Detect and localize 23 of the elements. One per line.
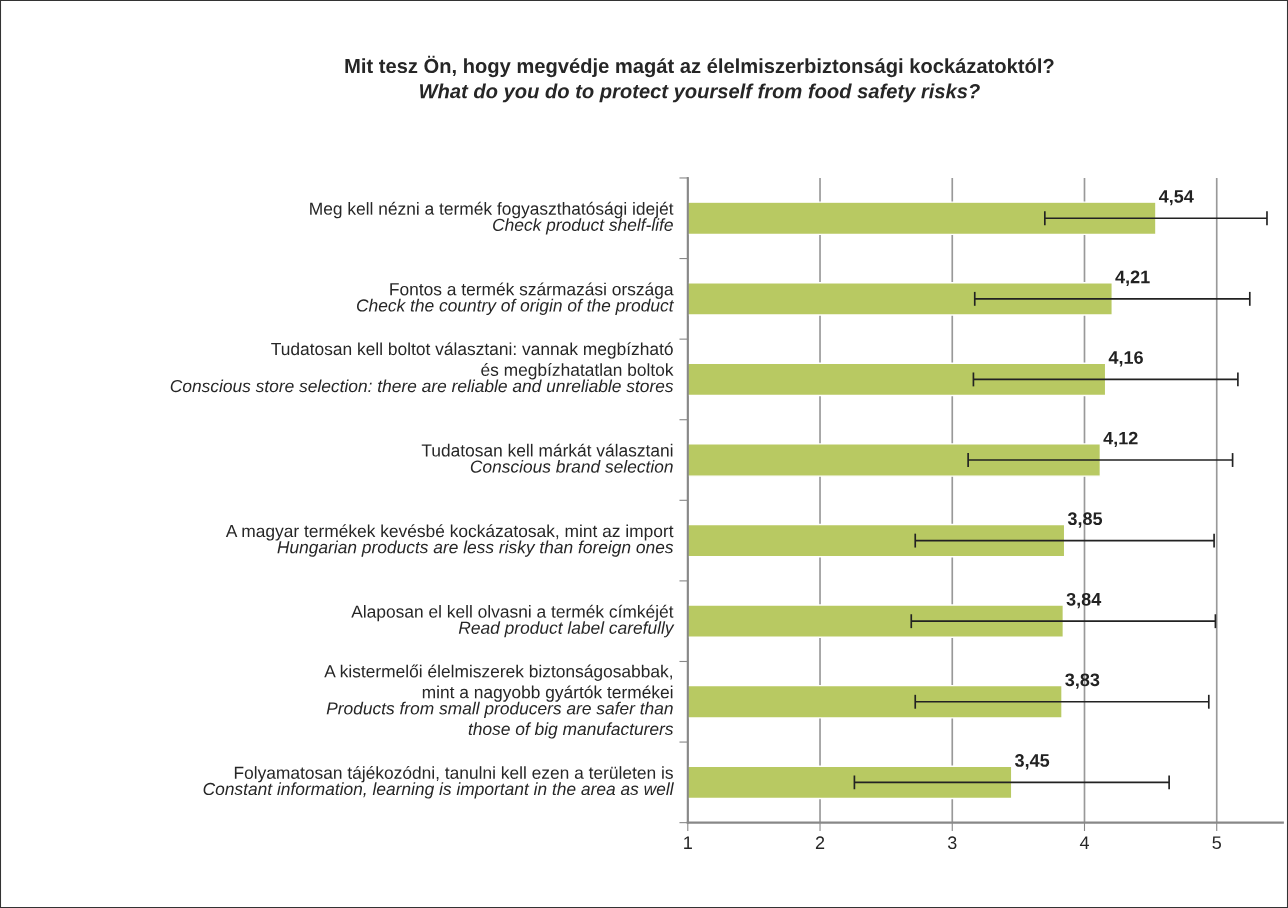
y-tick-label: A kistermelői élelmiszerek biztonságosabbak, mint a nagyobb gyártók termékei Products from small producers are safer than those of big manufacturers <box>324 664 674 739</box>
chart-subtitle: What do you do to protect yourself from food safety risks? <box>420 83 980 103</box>
data-label: 4,21 <box>1115 270 1150 286</box>
data-label: 4,12 <box>1103 431 1138 448</box>
data-label: 3,45 <box>1014 754 1050 770</box>
y-tick-label: Tudatosan kell boltot választani: vannak megbízható és megbízhatatlan boltok Conscious store selection: there are reliable and unreliable stores <box>170 342 674 393</box>
y-tick-label: Fontos a termék származási országa Check the country of origin of the product <box>356 282 675 316</box>
x-tick-label: 5 <box>1212 836 1221 850</box>
data-label: 3,83 <box>1065 673 1100 689</box>
data-label: 3,84 <box>1066 592 1102 609</box>
x-tick-label: 2 <box>815 836 825 849</box>
x-tick-label: 3 <box>947 836 957 850</box>
y-tick-label: Alaposan el kell olvasni a termék címkéjét Read product label carefully <box>351 604 675 638</box>
x-tick-label: 4 <box>1079 836 1089 849</box>
data-label: 4,54 <box>1158 190 1194 206</box>
x-tick-label: 1 <box>684 836 692 849</box>
chart-title: Mit tesz Ön, hogy megvédje magát az élelmiszerbiztonsági kockázatoktól? <box>345 55 1054 78</box>
y-tick-label: Tudatosan kell márkát választani Conscious brand selection <box>421 443 673 473</box>
y-tick-label: Meg kell nézni a termék fogyaszthatósági idejét Check product shelf-life <box>310 201 674 235</box>
y-tick-label: Folyamatosan tájékozódni, tanulni kell ezen a területen is Constant information, learning is important in the area as well <box>203 765 674 799</box>
data-label: 3,85 <box>1067 512 1103 528</box>
data-label: 4,16 <box>1108 351 1143 367</box>
y-tick-label: A magyar termékek kevésbé kockázatosak, mint az import Hungarian products are less risky than foreign ones <box>225 524 674 557</box>
